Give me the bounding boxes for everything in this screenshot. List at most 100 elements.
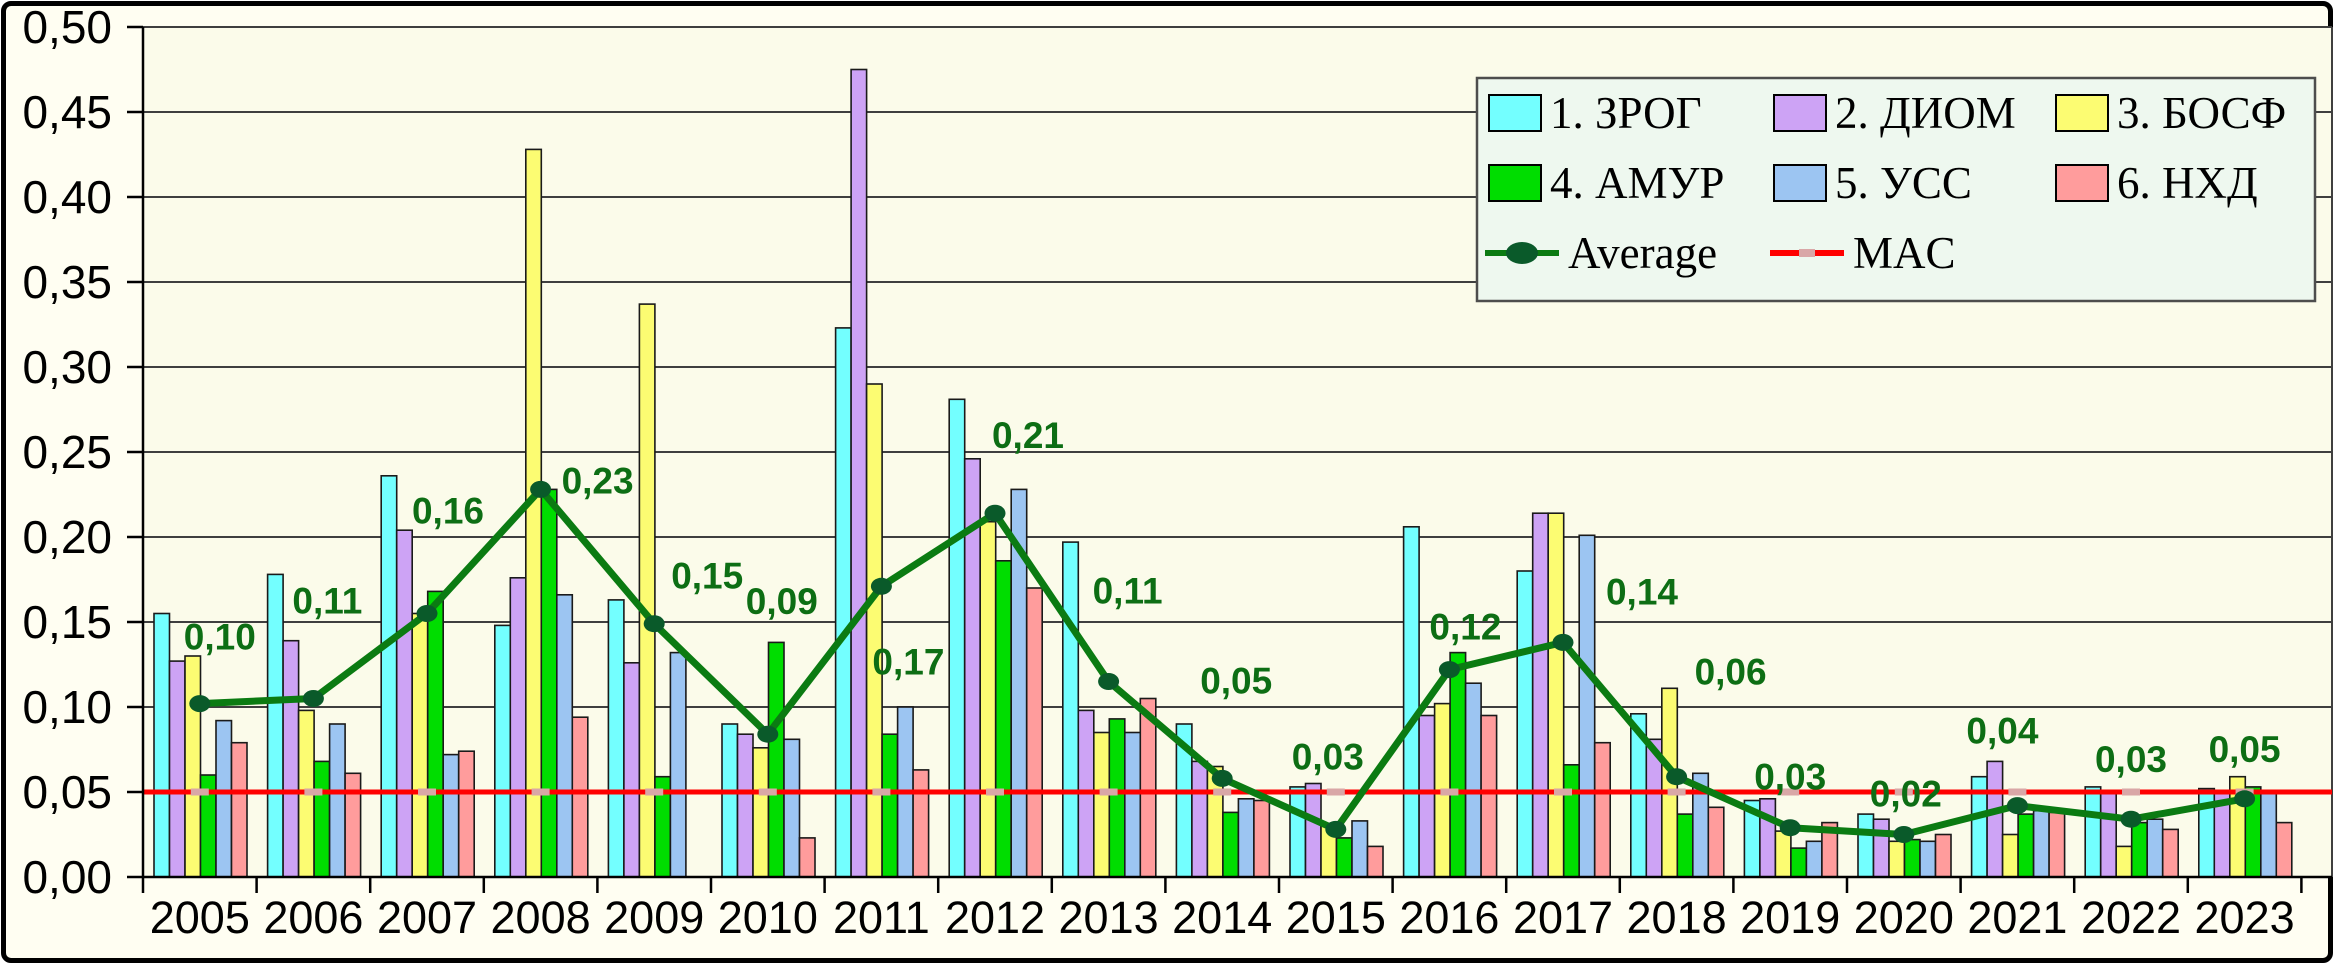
avg-value-label-2005: 0,10: [184, 617, 256, 658]
bar-uss-2019: [1805, 840, 1823, 878]
bar-uss-2007: [442, 753, 460, 878]
legend-label-nhd: 6. НХД: [2117, 158, 2258, 208]
bar-amur-2012: [994, 559, 1013, 878]
x-axis-tick-label: 2015: [1286, 892, 1386, 943]
bar-nhd-2021: [2048, 811, 2066, 878]
bar-zrog-2020: [1857, 813, 1875, 878]
bar-zrog-2005: [153, 612, 171, 878]
bar-diom-2009: [623, 661, 641, 878]
bar-zrog-2008: [493, 624, 512, 878]
bar-amur-2021: [2017, 813, 2035, 878]
bar-nhd-2011: [912, 769, 930, 878]
x-axis-tick-label: 2011: [833, 892, 930, 943]
bar-uss-2009: [669, 651, 687, 878]
mac-marker-2009: [645, 788, 664, 796]
avg-value-label-2020: 0,02: [1870, 774, 1942, 815]
bar-uss-2008: [555, 593, 574, 878]
x-axis-tick-label: 2010: [718, 892, 818, 943]
average-point-2012: [984, 504, 1006, 522]
y-axis-tick-label: 0,50: [22, 1, 112, 53]
y-axis-tick-label: 0,15: [22, 596, 112, 648]
bar-nhd-2007: [457, 750, 476, 878]
legend-label-average: Average: [1568, 228, 1717, 278]
legend-swatch-uss: [1773, 164, 1827, 202]
bar-uss-2023: [2260, 792, 2278, 878]
average-point-2018: [1666, 768, 1688, 786]
avg-value-label-2013: 0,11: [1093, 571, 1163, 612]
legend-label-diom: 2. ДИОМ: [1835, 88, 2016, 138]
bar-bosf-2017: [1547, 512, 1565, 878]
mac-marker-2018: [1667, 788, 1686, 796]
average-point-2006: [302, 690, 324, 707]
bar-diom-2017: [1531, 512, 1549, 878]
average-point-2019: [1779, 819, 1801, 837]
bar-uss-2005: [215, 719, 233, 878]
avg-value-label-2022: 0,03: [2095, 739, 2167, 780]
bar-amur-2010: [767, 641, 785, 878]
legend-swatch-bosf: [2055, 94, 2109, 132]
average-point-2013: [1098, 673, 1120, 690]
bar-zrog-2010: [721, 723, 739, 878]
avg-value-label-2016: 0,12: [1429, 607, 1501, 648]
mac-marker-2005: [190, 788, 209, 796]
bar-amur-2006: [313, 760, 331, 878]
legend-label-mac: MAC: [1853, 228, 1956, 278]
avg-value-label-2008: 0,23: [562, 460, 634, 501]
bar-nhd-2017: [1593, 741, 1611, 878]
bar-zrog-2006: [266, 573, 284, 878]
bar-amur-2013: [1108, 718, 1126, 878]
bar-diom-2019: [1759, 797, 1777, 878]
average-point-2020: [1893, 826, 1915, 843]
bar-bosf-2008: [524, 148, 543, 878]
mac-marker-2012: [986, 788, 1004, 796]
bar-amur-2008: [540, 488, 558, 878]
bar-bosf-2005: [184, 655, 202, 878]
x-axis-tick-label: 2009: [604, 892, 704, 943]
bar-nhd-2005: [230, 741, 248, 878]
average-point-2022: [2120, 810, 2142, 828]
bar-diom-2007: [395, 529, 414, 878]
bar-uss-2022: [2146, 818, 2164, 878]
bar-diom-2005: [168, 660, 186, 878]
average-point-2005: [189, 695, 211, 713]
bar-nhd-2012: [1025, 587, 1043, 878]
bar-bosf-2011: [865, 383, 883, 878]
mac-marker-2010: [758, 788, 777, 796]
avg-value-label-2009: 0,15: [671, 556, 743, 597]
bar-nhd-2016: [1480, 714, 1498, 878]
x-axis-tick-label: 2021: [1967, 892, 2067, 943]
bar-uss-2015: [1351, 820, 1369, 878]
y-axis-tick-label: 0,10: [22, 681, 112, 733]
bar-amur-2015: [1335, 837, 1353, 878]
legend-swatch-nhd: [2055, 164, 2109, 202]
bar-amur-2018: [1676, 813, 1694, 878]
bar-amur-2020: [1903, 838, 1921, 878]
y-axis-tick-label: 0,30: [22, 341, 112, 393]
x-axis-tick-label: 2018: [1627, 892, 1727, 943]
bar-amur-2016: [1449, 651, 1467, 878]
legend-swatch-amur: [1488, 164, 1542, 202]
bar-bosf-2010: [752, 746, 770, 878]
y-axis-tick-label: 0,25: [22, 426, 112, 478]
bar-bosf-2022: [2115, 845, 2133, 878]
bar-amur-2007: [426, 590, 445, 878]
bar-amur-2014: [1222, 811, 1240, 878]
bar-bosf-2012: [979, 520, 997, 878]
avg-value-label-2014: 0,05: [1200, 660, 1272, 701]
legend-label-zrog: 1. ЗРОГ: [1550, 88, 1702, 138]
bar-zrog-2011: [834, 327, 852, 878]
bar-diom-2010: [736, 733, 754, 878]
mac-marker-2017: [1554, 788, 1572, 796]
avg-value-label-2011: 0,17: [872, 641, 944, 682]
mac-marker-2021: [2008, 788, 2027, 796]
x-axis-tick-label: 2020: [1854, 892, 1954, 943]
x-axis-tick-label: 2016: [1399, 892, 1499, 943]
legend-swatch-zrog: [1488, 94, 1542, 132]
bar-diom-2011: [850, 68, 868, 878]
mac-marker-2014: [1213, 788, 1232, 796]
avg-value-label-2018: 0,06: [1695, 652, 1767, 693]
bar-zrog-2022: [2084, 786, 2102, 878]
x-axis-tick-label: 2006: [263, 892, 363, 943]
legend-label-uss: 5. УСС: [1835, 158, 1972, 208]
